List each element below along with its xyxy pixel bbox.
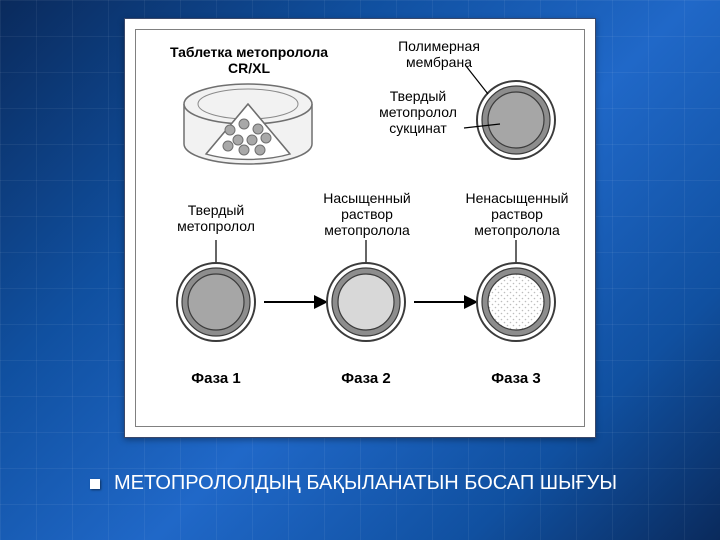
caption-text: МЕТОПРОЛОЛДЫҢ БАҚЫЛАНАТЫН БОСАП ШЫҒУЫ (114, 472, 617, 495)
label-phase1: Фаза 1 (166, 370, 266, 387)
phase3-sphere (477, 263, 555, 341)
label-phase3-top: Ненасыщенный раствор метопролола (452, 190, 582, 238)
phase1-sphere (177, 263, 255, 341)
arrow-1 (264, 295, 328, 309)
tablet-title-line1: Таблетка метопролола (170, 44, 328, 60)
arrow-2 (414, 295, 478, 309)
label-phase2-top: Насыщенный раствор метопролола (302, 190, 432, 238)
diagram-frame: Таблетка метопролола CR/XL (135, 29, 585, 427)
bullet-icon (90, 479, 100, 489)
phase2-sphere (327, 263, 405, 341)
caption-row: МЕТОПРОЛОЛДЫҢ БАҚЫЛАНАТЫН БОСАП ШЫҒУЫ (0, 472, 720, 495)
tablet-title-line2: CR/XL (228, 60, 270, 76)
label-phase2: Фаза 2 (316, 370, 416, 387)
membrane-sphere (356, 36, 576, 186)
tablet-drawing (168, 82, 328, 178)
diagram-card: Таблетка метопролола CR/XL (124, 18, 596, 438)
phase-row (146, 240, 578, 360)
tablet-title: Таблетка метопролола CR/XL (154, 44, 344, 76)
label-phase1-top: Твердый метопролол (156, 202, 276, 234)
label-phase3: Фаза 3 (466, 370, 566, 387)
